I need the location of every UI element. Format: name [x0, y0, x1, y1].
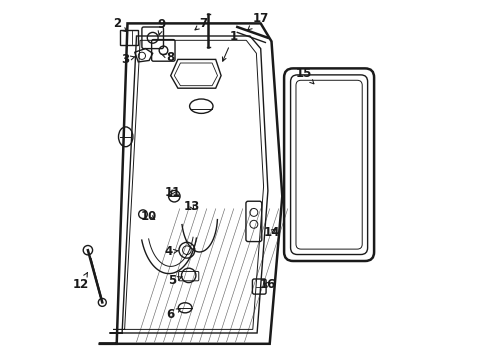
Text: 2: 2 [112, 17, 126, 32]
Text: 5: 5 [168, 274, 182, 287]
Text: 7: 7 [195, 17, 207, 30]
Text: 3: 3 [122, 53, 135, 66]
Text: 13: 13 [184, 201, 200, 213]
Text: 6: 6 [166, 309, 180, 321]
Text: 10: 10 [141, 210, 157, 222]
Text: 16: 16 [259, 278, 276, 291]
Text: 17: 17 [247, 12, 268, 30]
Text: 4: 4 [164, 246, 178, 258]
Text: 8: 8 [161, 51, 175, 64]
Text: 1: 1 [222, 30, 237, 61]
Text: 15: 15 [295, 67, 313, 84]
Text: 12: 12 [72, 273, 89, 291]
Text: 11: 11 [164, 186, 180, 199]
Text: 9: 9 [157, 18, 165, 35]
Text: 14: 14 [263, 226, 279, 239]
